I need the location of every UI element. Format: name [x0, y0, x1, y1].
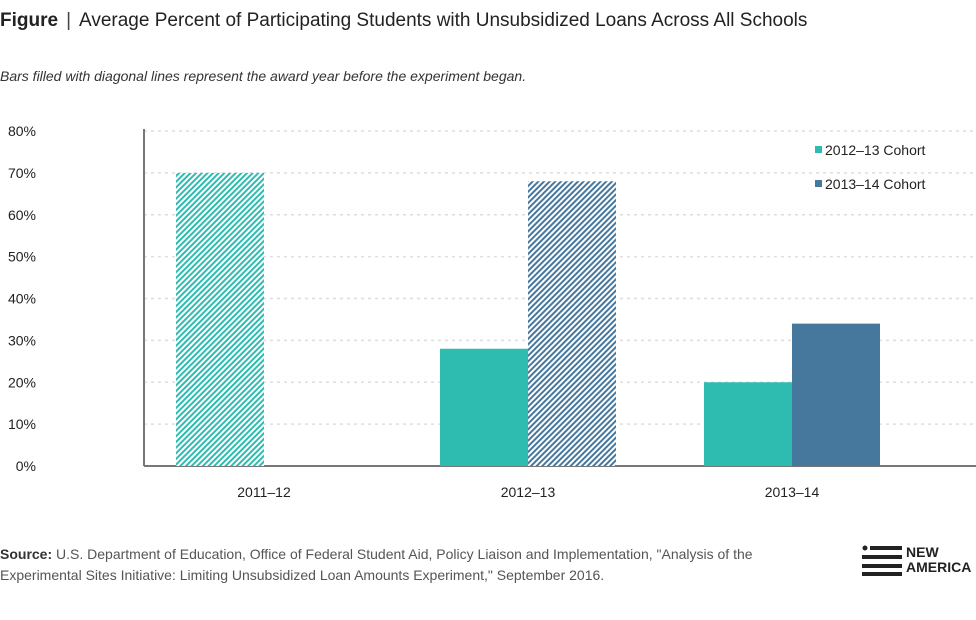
- y-tick-label: 10%: [8, 416, 36, 432]
- y-tick-label: 40%: [8, 291, 36, 307]
- y-tick-label: 20%: [8, 374, 36, 390]
- title-separator: |: [66, 10, 71, 31]
- logo-line2: AMERICA: [906, 559, 972, 575]
- legend-swatch: [815, 146, 822, 153]
- legend-swatch: [815, 180, 822, 187]
- x-tick-label: 2011–12: [237, 484, 291, 500]
- bar-2013-14-cohort-2012–13: [528, 181, 616, 466]
- bar-2012-13-cohort-2011–12: [176, 172, 264, 466]
- bar-2012-13-cohort-2013–14: [704, 382, 792, 466]
- legend-label: 2012–13 Cohort: [825, 142, 926, 158]
- y-tick-label: 30%: [8, 332, 36, 348]
- figure-label: Figure: [0, 10, 59, 31]
- logo-stripes-icon: [862, 545, 902, 576]
- legend-label: 2013–14 Cohort: [825, 176, 926, 192]
- y-tick-label: 50%: [8, 249, 36, 265]
- chart-subtitle: Bars filled with diagonal lines represen…: [0, 68, 527, 84]
- source-note: Source: U.S. Department of Education, Of…: [0, 544, 760, 586]
- y-tick-label: 80%: [8, 123, 36, 139]
- y-tick-label: 0%: [16, 458, 36, 474]
- logo-line1: NEW: [906, 544, 939, 560]
- x-tick-label: 2013–14: [765, 484, 820, 500]
- x-tick-label: 2012–13: [501, 484, 556, 500]
- y-tick-label: 60%: [8, 207, 36, 223]
- bar-2012-13-cohort-2012–13: [440, 348, 528, 466]
- bar-chart: 0% 10% 20% 30% 40% 50% 60% 70% 80% 2011–12 2012–13…: [8, 123, 976, 500]
- source-text: U.S. Department of Education, Office of …: [0, 546, 753, 583]
- chart-title: Figure | Average Percent of Participating …: [0, 10, 807, 32]
- y-tick-label: 70%: [8, 165, 36, 181]
- title-text: Average Percent of Participating Student…: [79, 10, 808, 31]
- bar-2013-14-cohort-2013–14: [792, 323, 880, 466]
- source-label: Source:: [0, 546, 53, 562]
